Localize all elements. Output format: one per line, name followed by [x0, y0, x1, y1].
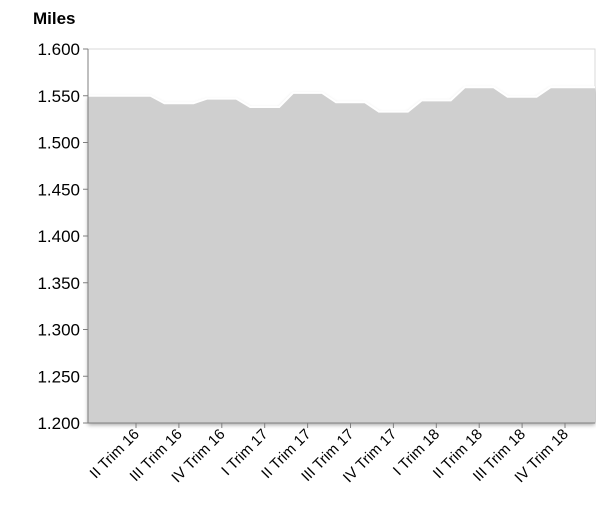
y-tick-label: 1.350: [37, 274, 80, 293]
y-tick-label: 1.500: [37, 134, 80, 153]
y-tick-label: 1.600: [37, 40, 80, 59]
y-tick-label: 1.550: [37, 87, 80, 106]
y-tick-label: 1.400: [37, 227, 80, 246]
area-top-edge: [88, 86, 595, 113]
y-axis-title: Miles: [33, 9, 76, 28]
y-tick-label: 1.300: [37, 321, 80, 340]
y-axis: 1.200 1.250 1.300 1.350 1.400 1.450 1.500 1.550…: [37, 40, 89, 433]
area-fill: [88, 87, 595, 424]
y-tick-label: 1.250: [37, 367, 80, 386]
y-tick-label: 1.200: [37, 414, 80, 433]
area-series: [88, 86, 595, 424]
y-tick-label: 1.450: [37, 180, 80, 199]
